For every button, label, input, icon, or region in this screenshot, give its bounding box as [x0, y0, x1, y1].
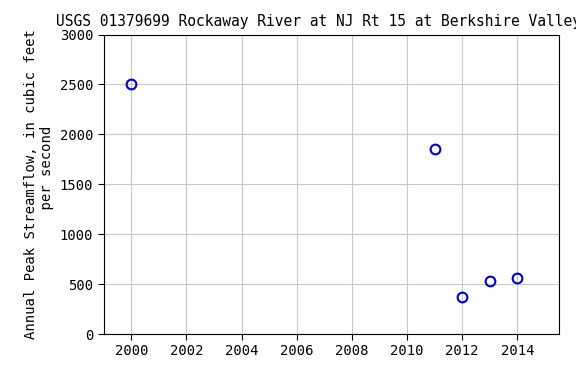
Y-axis label: Annual Peak Streamflow, in cubic feet
    per second: Annual Peak Streamflow, in cubic feet pe… — [24, 30, 54, 339]
Title: USGS 01379699 Rockaway River at NJ Rt 15 at Berkshire Valley NJ: USGS 01379699 Rockaway River at NJ Rt 15… — [55, 14, 576, 29]
